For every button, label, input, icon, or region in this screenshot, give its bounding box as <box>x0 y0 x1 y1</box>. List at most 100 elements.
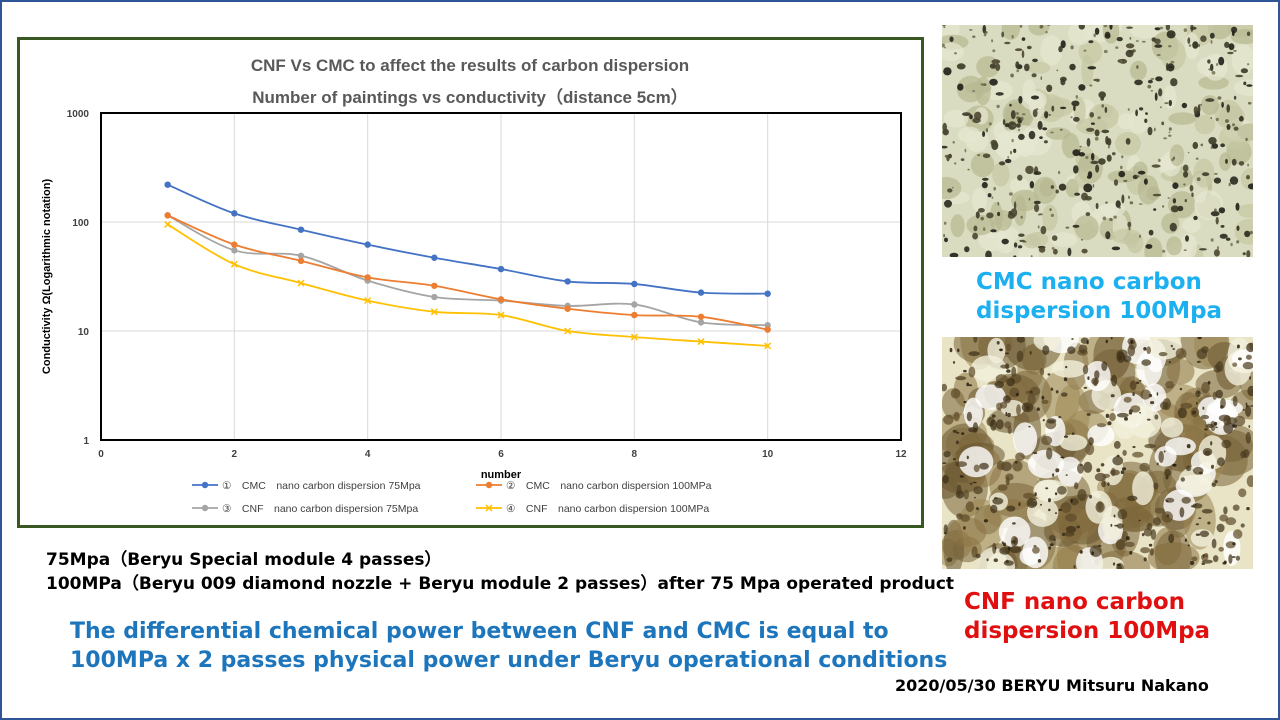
micrograph-particle <box>1121 467 1127 471</box>
micrograph-particle <box>1211 538 1217 549</box>
x-tick-label: 4 <box>365 449 371 460</box>
micrograph-particle <box>1145 112 1148 115</box>
micrograph-particle <box>1003 542 1006 547</box>
micrograph-particle <box>1144 443 1156 449</box>
micrograph-particle <box>1070 116 1073 119</box>
micrograph-particle <box>991 196 994 199</box>
micrograph-particle <box>1007 121 1017 130</box>
micrograph-particle <box>1223 560 1227 564</box>
micrograph-particle <box>1090 160 1099 165</box>
micrograph-particle <box>949 347 953 353</box>
data-point <box>231 210 238 217</box>
data-point-x-marker <box>364 297 372 305</box>
x-tick-label: 8 <box>632 449 638 460</box>
micrograph-particle <box>1095 202 1099 210</box>
micrograph-particle <box>1150 89 1154 92</box>
micrograph-particle <box>1051 235 1058 241</box>
micrograph-particle <box>1228 182 1231 187</box>
data-point <box>631 280 638 288</box>
micrograph-particle <box>1007 546 1011 551</box>
micrograph-particle <box>987 337 1006 364</box>
micrograph-particle <box>1233 95 1237 100</box>
micrograph-particle <box>1083 386 1088 389</box>
micrograph-particle <box>1039 368 1045 376</box>
micrograph-particle <box>1143 557 1147 562</box>
micrograph-particle <box>1023 492 1035 499</box>
data-point-x-marker <box>485 504 493 512</box>
micrograph-particle <box>1102 25 1120 44</box>
data-point <box>564 278 571 285</box>
micrograph-particle <box>1107 482 1110 486</box>
micrograph-particle <box>1158 352 1168 357</box>
micrograph-particle <box>1030 386 1041 396</box>
micrograph-particle <box>1021 37 1026 41</box>
micrograph-particle <box>1232 504 1240 511</box>
micrograph-particle <box>1044 111 1049 119</box>
micrograph-particle <box>1139 462 1150 472</box>
micrograph-particle <box>1007 156 1010 159</box>
micrograph-particle <box>999 348 1003 352</box>
micrograph-particle <box>971 188 987 213</box>
micrograph-particle <box>1060 40 1066 49</box>
micrograph-particle <box>944 154 949 158</box>
micrograph-particle <box>1140 389 1151 400</box>
data-point <box>364 241 371 248</box>
micrograph-particle <box>1071 338 1074 340</box>
micrograph-particle <box>1019 25 1023 28</box>
micrograph-particle <box>1022 79 1036 104</box>
micrograph-particle <box>1083 461 1093 473</box>
micrograph-particle <box>1147 126 1153 136</box>
micrograph-particle <box>1201 509 1213 514</box>
micrograph-particle <box>1246 405 1248 408</box>
micrograph-particle <box>1192 41 1199 49</box>
micrograph-particle <box>1012 460 1023 472</box>
micrograph-particle <box>1016 123 1021 128</box>
micrograph-particle <box>1189 185 1194 192</box>
micrograph-particle <box>1236 344 1240 349</box>
micrograph-particle <box>1091 551 1095 556</box>
micrograph-particle <box>1226 124 1231 130</box>
micrograph-particle <box>1089 112 1095 118</box>
micrograph-particle <box>1152 193 1162 197</box>
micrograph-particle <box>1029 181 1035 189</box>
micrograph-particle <box>1013 242 1018 248</box>
micrograph-particle <box>1201 172 1210 177</box>
micrograph-particle <box>1183 28 1187 32</box>
micrograph-particle <box>1246 475 1253 488</box>
micrograph-particle <box>1247 63 1250 66</box>
micrograph-particle <box>1028 425 1031 428</box>
micrograph-particle <box>996 460 1005 471</box>
micrograph-particle <box>999 547 1011 555</box>
micrograph-particle <box>1200 414 1210 420</box>
micrograph-particle <box>954 52 957 55</box>
micrograph-particle <box>1192 141 1199 150</box>
micrograph-particle <box>1109 217 1113 222</box>
micrograph-particle <box>1223 415 1231 426</box>
micrograph-particle <box>993 186 996 191</box>
micrograph-particle <box>1209 32 1215 39</box>
micrograph-particle <box>996 236 1015 254</box>
micrograph-particle <box>1242 361 1253 370</box>
micrograph-particle <box>1105 135 1109 145</box>
data-point <box>297 257 305 265</box>
micrograph-particle <box>1154 27 1161 31</box>
micrograph-particle <box>1186 444 1191 449</box>
micrograph-particle <box>1015 392 1019 397</box>
micrograph-particle <box>1005 473 1014 481</box>
micrograph-particle <box>1143 528 1153 537</box>
micrograph-particle <box>989 78 998 86</box>
micrograph-particle <box>1172 348 1175 350</box>
micrograph-particle <box>1026 61 1051 74</box>
micrograph-particle <box>1135 109 1138 117</box>
micrograph-particle <box>1140 547 1151 554</box>
micrograph-particle <box>1123 396 1132 403</box>
micrograph-particle <box>1197 391 1200 394</box>
cmc-micrograph <box>942 25 1253 257</box>
micrograph-particle <box>1243 81 1247 86</box>
micrograph-particle <box>1075 95 1078 99</box>
micrograph-particle <box>1215 216 1219 225</box>
micrograph-particle <box>1016 350 1024 362</box>
micrograph-particle <box>1187 151 1190 154</box>
micrograph-particle <box>1132 392 1135 396</box>
micrograph-particle <box>1203 428 1208 431</box>
